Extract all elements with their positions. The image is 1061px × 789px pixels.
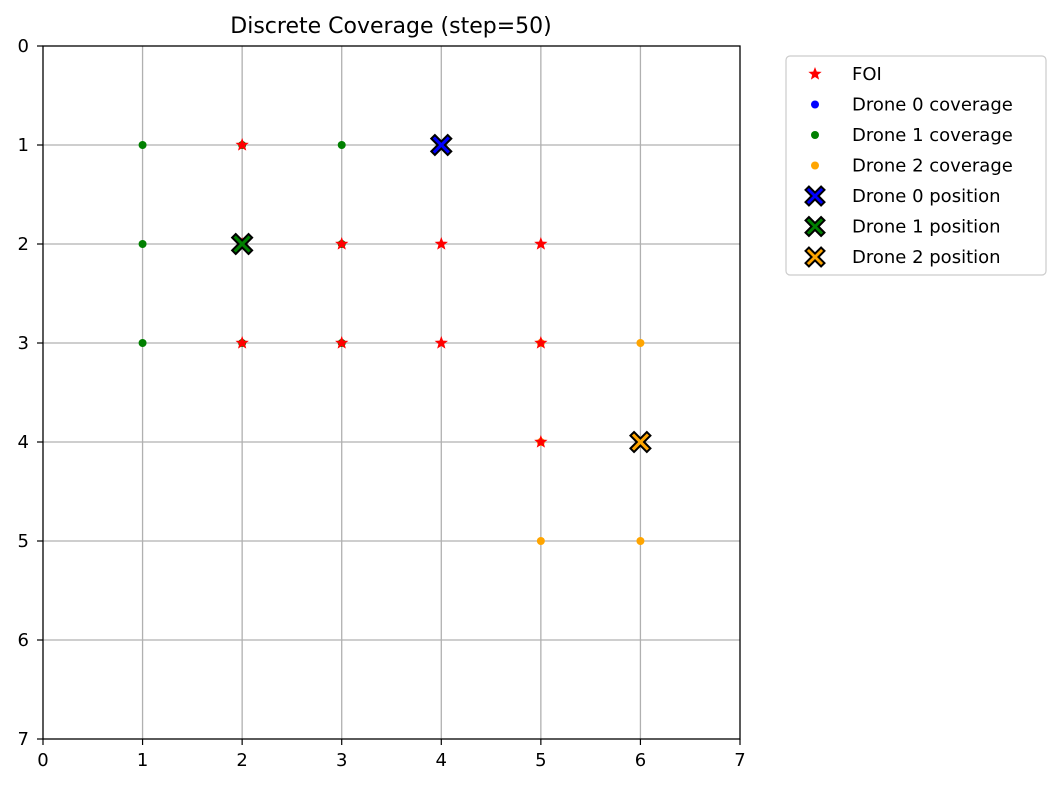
legend-marker: [808, 67, 822, 80]
y-tick-label: 7: [18, 729, 29, 750]
y-tick-label: 0: [18, 36, 29, 57]
x-tick-label: 1: [137, 750, 148, 771]
foi-point: [434, 237, 448, 250]
legend-marker: [811, 161, 819, 170]
foi-point: [534, 336, 548, 349]
legend-box: [785, 55, 1047, 276]
x-tick-label: 0: [37, 750, 48, 771]
foi-point: [235, 336, 249, 349]
series-drone-1-position: [230, 232, 254, 256]
series-drone-0-position: [429, 133, 453, 157]
coverage-point: [138, 240, 147, 248]
foi-point: [335, 237, 349, 250]
legend-marker: [811, 131, 819, 139]
foi-point: [534, 237, 548, 250]
legend-label: Drone 2 position: [852, 247, 1001, 268]
x-tick-label: 3: [336, 750, 347, 771]
legend-label: Drone 0 coverage: [852, 95, 1013, 116]
legend-label: FOI: [852, 64, 882, 85]
position-marker: [629, 430, 652, 454]
legend-label: Drone 2 coverage: [852, 156, 1013, 177]
x-tick-label: 4: [436, 750, 447, 771]
legend-label: Drone 0 position: [852, 186, 1001, 207]
plot-frame: [42, 45, 741, 740]
y-tick-label: 4: [18, 432, 29, 453]
coverage-point: [337, 141, 346, 149]
scatter-marks: [138, 133, 652, 545]
y-tick-label: 6: [18, 630, 29, 651]
x-tick-label: 2: [236, 750, 247, 771]
position-marker: [429, 133, 453, 157]
coverage-point: [636, 339, 645, 347]
coverage-point: [536, 537, 545, 545]
legend-marker: [811, 100, 819, 109]
legend-marker: [804, 185, 826, 207]
position-marker: [230, 232, 254, 256]
legend-marker: [804, 215, 826, 238]
coverage-point: [138, 141, 147, 149]
coverage-point: [636, 537, 645, 545]
y-tick-label: 3: [18, 333, 29, 354]
foi-point: [534, 435, 548, 448]
chart-title: Discrete Coverage (step=50): [230, 14, 551, 39]
legend-label: Drone 1 coverage: [852, 125, 1013, 146]
legend: FOI Drone 0 coverage Drone 1 coverage Drone…: [785, 55, 1047, 276]
series-foi: [235, 138, 548, 448]
y-tick-label: 5: [18, 531, 29, 552]
legend-label: Drone 1 position: [852, 217, 1001, 238]
y-tick-label: 2: [18, 234, 29, 255]
foi-point: [335, 336, 349, 349]
foi-point: [434, 336, 448, 349]
y-tick-label: 1: [18, 135, 29, 156]
foi-point: [235, 138, 249, 151]
coverage-point: [138, 339, 147, 347]
x-tick-label: 6: [635, 750, 646, 771]
x-tick-label: 5: [535, 750, 546, 771]
x-tick-label: 7: [734, 750, 745, 771]
legend-marker: [804, 246, 826, 268]
series-drone-2-position: [629, 430, 652, 454]
grid-lines: [43, 46, 740, 739]
